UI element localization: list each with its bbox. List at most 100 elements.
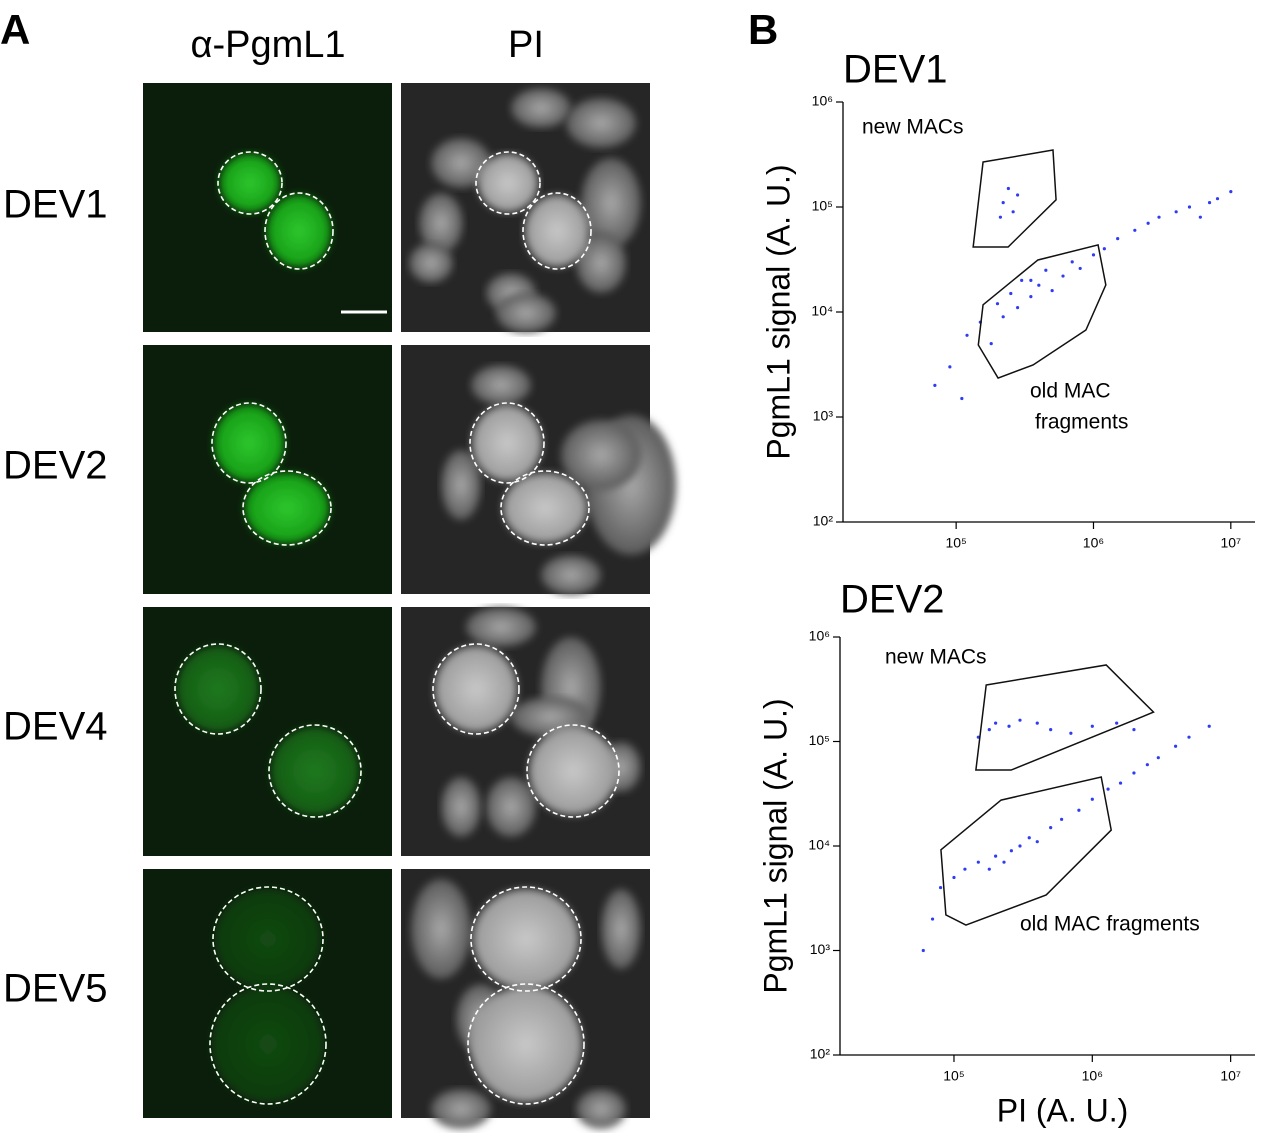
nucleus-outline (212, 886, 324, 992)
data-point (1091, 253, 1096, 257)
data-point (930, 917, 935, 921)
y-axis-label: PgmL1 signal (A. U.) (757, 698, 793, 993)
data-point (1050, 288, 1054, 293)
panel-label: A (0, 6, 30, 53)
data-point (1174, 210, 1178, 214)
nucleus-outline (522, 192, 592, 270)
gate-label: new MACs (885, 646, 987, 669)
x-tick-label: 10⁵ (943, 1068, 964, 1084)
nucleus-outline (174, 643, 262, 735)
data-point (1106, 787, 1110, 791)
data-point (1173, 744, 1178, 748)
nucleus (601, 889, 641, 969)
y-tick-label: 10³ (813, 408, 834, 424)
nucleus (466, 607, 536, 647)
nucleus-outline (475, 151, 541, 215)
nucleus (511, 697, 591, 737)
y-tick-label: 10⁴ (811, 303, 833, 319)
nucleus (486, 777, 536, 837)
data-point (1090, 797, 1094, 801)
nucleus-outline (467, 983, 585, 1105)
nucleus-outline (217, 151, 283, 215)
data-point (1061, 274, 1065, 278)
nucleus (541, 555, 601, 595)
nucleus (177, 646, 259, 732)
x-axis-label: PI (A. U.) (997, 1092, 1129, 1128)
data-point (1035, 840, 1039, 844)
nucleus-outline (209, 983, 327, 1105)
data-point (1145, 763, 1149, 767)
data-point (1115, 721, 1119, 725)
data-point (1069, 731, 1073, 735)
nucleus (566, 98, 636, 148)
data-point (948, 365, 952, 369)
data-point (1187, 205, 1192, 209)
x-tick-label: 10⁵ (945, 535, 966, 551)
nucleus (271, 727, 359, 815)
nucleus (496, 293, 556, 333)
data-point (1229, 190, 1233, 194)
nucleus-outline (242, 470, 332, 546)
data-point (1009, 849, 1013, 853)
nucleus (529, 727, 617, 815)
y-tick-label: 10³ (810, 941, 831, 957)
data-point (1001, 315, 1005, 319)
data-point (1198, 215, 1202, 219)
nucleus (503, 473, 587, 543)
data-point (1011, 210, 1015, 214)
nucleus (220, 154, 280, 212)
nucleus (470, 986, 582, 1102)
data-point (1156, 756, 1160, 760)
data-point (994, 721, 998, 725)
data-point (1157, 215, 1161, 219)
nucleus (525, 195, 589, 267)
data-point (1077, 808, 1081, 812)
nuclei (177, 646, 359, 815)
gate (940, 776, 1113, 926)
data-point (1006, 186, 1010, 191)
data-point (1070, 260, 1074, 264)
data-point (1007, 724, 1011, 728)
nuclei (214, 405, 329, 543)
nuclei (212, 889, 324, 1102)
chart-title: DEV1 (843, 48, 948, 92)
data-point (1015, 306, 1020, 310)
data-point (1002, 860, 1006, 864)
data-point (1187, 735, 1191, 739)
y-tick-label: 10⁵ (812, 198, 833, 214)
nucleus (245, 473, 329, 543)
data-point (1020, 278, 1024, 282)
data-point (1146, 221, 1150, 225)
data-point (965, 333, 969, 337)
nucleus (411, 879, 471, 979)
nuclei (220, 154, 331, 267)
data-point (952, 875, 956, 880)
nucleus (267, 195, 331, 267)
points (921, 718, 1211, 953)
gate (972, 149, 1057, 248)
data-point (1118, 781, 1123, 785)
y-tick-label: 10⁵ (809, 732, 830, 748)
data-point (1090, 724, 1094, 728)
nucleus-outline (469, 402, 545, 484)
row-label: DEV5 (3, 967, 108, 1011)
data-point (995, 302, 1000, 306)
column-header: PI (508, 24, 544, 66)
gate (975, 664, 1155, 771)
data-point (1009, 291, 1013, 296)
data-point (1029, 278, 1033, 282)
data-point (1207, 201, 1212, 205)
nucleus (581, 158, 641, 248)
data-point (1029, 295, 1033, 299)
data-point (1116, 237, 1120, 241)
data-point (976, 860, 980, 864)
nucleus (431, 1089, 491, 1129)
x-tick-label: 10⁷ (1220, 535, 1241, 551)
nucleus (472, 405, 542, 481)
data-point (1078, 266, 1082, 271)
nucleus-outline (268, 724, 362, 818)
nucleus (419, 193, 463, 253)
x-tick-label: 10⁶ (1082, 1068, 1103, 1084)
x-tick-label: 10⁶ (1083, 535, 1104, 551)
